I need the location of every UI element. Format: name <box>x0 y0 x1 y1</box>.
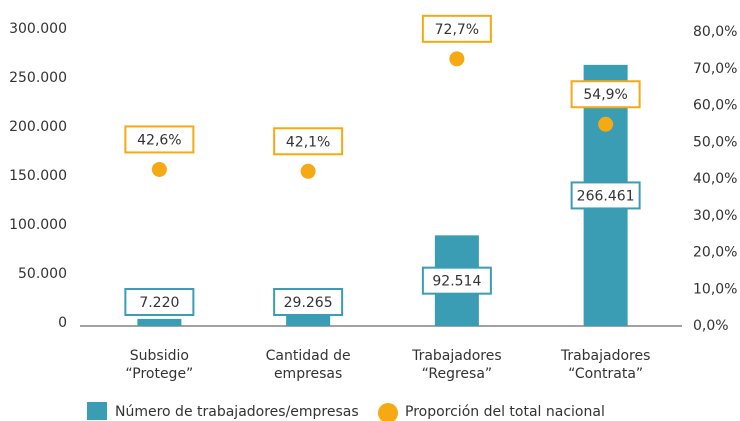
y-tick-label: 150.000 <box>9 168 67 184</box>
point-value-label-box <box>273 127 344 156</box>
y-tick-label: 300.000 <box>9 21 67 37</box>
bar-value-label-box <box>124 288 195 316</box>
bar-value-label-box <box>570 181 641 210</box>
point <box>151 161 167 177</box>
y2-tick-label: 80,0% <box>693 24 737 40</box>
bar-value-label-box <box>273 288 344 316</box>
y2-tick-label: 20,0% <box>693 245 737 261</box>
bar-value-label-box <box>421 266 492 295</box>
bar-value-label: 29.265 <box>284 295 333 311</box>
y-tick-label: 0 <box>58 315 67 331</box>
bar-value-label: 92.514 <box>432 274 481 290</box>
y2-tick-label: 50,0% <box>693 134 737 150</box>
y2-tick-label: 60,0% <box>693 98 737 114</box>
legend-label: Número de trabajadores/empresas <box>115 404 359 420</box>
y-tick-label: 100.000 <box>9 217 67 233</box>
x-tick-label: Trabajadores “Contrata” <box>560 348 651 382</box>
legend-swatch <box>87 402 107 420</box>
bar <box>137 318 182 326</box>
point <box>449 51 465 67</box>
point-value-label: 42,1% <box>286 134 330 150</box>
x-tick-label: Trabajadores “Regresa” <box>412 348 502 382</box>
point-value-label-box <box>570 80 641 109</box>
x-tick-label: Subsidio “Protege” <box>125 348 194 382</box>
point-value-label-box <box>124 125 195 154</box>
y-tick-label: 50.000 <box>18 266 67 282</box>
point-value-label: 54,9% <box>583 87 627 103</box>
point-value-label: 72,7% <box>435 22 479 38</box>
point-value-label: 42,6% <box>137 132 181 148</box>
y2-tick-label: 10,0% <box>693 281 737 297</box>
y2-tick-label: 30,0% <box>693 208 737 224</box>
y2-tick-label: 40,0% <box>693 171 737 187</box>
bar-value-label: 7.220 <box>139 295 179 311</box>
x-tick-label: Cantidad de empresas <box>265 348 351 382</box>
y-tick-label: 250.000 <box>9 70 67 86</box>
point-value-label-box <box>421 14 492 43</box>
legend-label: Proporción del total nacional <box>405 404 605 420</box>
point <box>598 116 614 132</box>
point <box>300 163 316 179</box>
y2-tick-label: 0,0% <box>693 318 729 334</box>
y-tick-label: 200.000 <box>9 119 67 135</box>
bar-value-label: 266.461 <box>577 188 635 204</box>
legend-swatch <box>378 403 398 421</box>
y2-tick-label: 70,0% <box>693 61 737 77</box>
